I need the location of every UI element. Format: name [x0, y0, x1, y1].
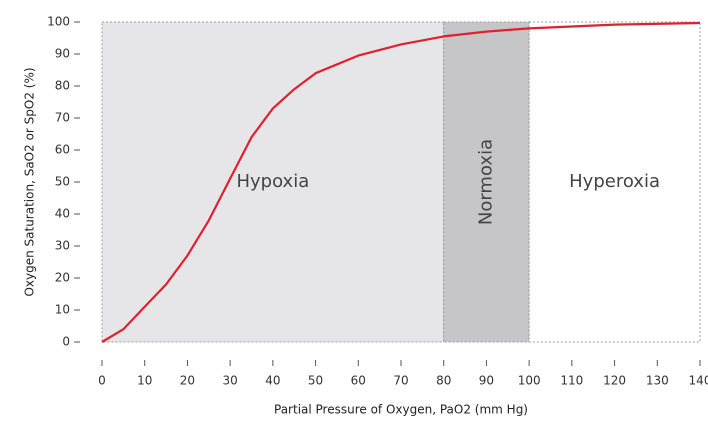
x-axis-label: Partial Pressure of Oxygen, PaO2 (mm Hg)	[274, 403, 528, 417]
region	[443, 21, 530, 343]
x-tick-label: 40	[265, 374, 280, 388]
x-tick-label: 110	[560, 374, 583, 388]
region-label: Hypoxia	[236, 171, 309, 192]
x-tick-label: 130	[646, 374, 669, 388]
y-tick-label: 30	[55, 239, 70, 253]
y-tick-label: 70	[55, 111, 70, 125]
y-tick-label: 90	[55, 47, 70, 61]
x-tick-label: 80	[436, 374, 451, 388]
x-tick-label: 60	[351, 374, 366, 388]
region-label: Hyperoxia	[569, 171, 660, 192]
x-tick-label: 70	[393, 374, 408, 388]
x-tick-label: 120	[603, 374, 626, 388]
y-tick-label: 10	[55, 303, 70, 317]
region	[528, 21, 701, 343]
x-tick-label: 20	[180, 374, 195, 388]
y-axis-label: Oxygen Saturation, SaO2 or SpO2 (%)	[23, 67, 37, 296]
curve	[101, 21, 701, 343]
x-tick-label: 100	[518, 374, 541, 388]
y-tick-label: 80	[55, 79, 70, 93]
x-tick-label: 0	[98, 374, 106, 388]
y-tick-label: 50	[55, 175, 70, 189]
y-tick-label: 100	[47, 15, 70, 29]
y-tick-label: 0	[62, 335, 70, 349]
x-tick-label: 30	[223, 374, 238, 388]
x-tick-label: 50	[308, 374, 323, 388]
y-tick-label: 60	[55, 143, 70, 157]
y-tick-label: 20	[55, 271, 70, 285]
x-tick-label: 10	[137, 374, 152, 388]
region-label: Normoxia	[475, 139, 496, 225]
x-tick-label: 140	[689, 374, 708, 388]
y-tick-label: 40	[55, 207, 70, 221]
region	[101, 21, 445, 343]
x-tick-label: 90	[479, 374, 494, 388]
